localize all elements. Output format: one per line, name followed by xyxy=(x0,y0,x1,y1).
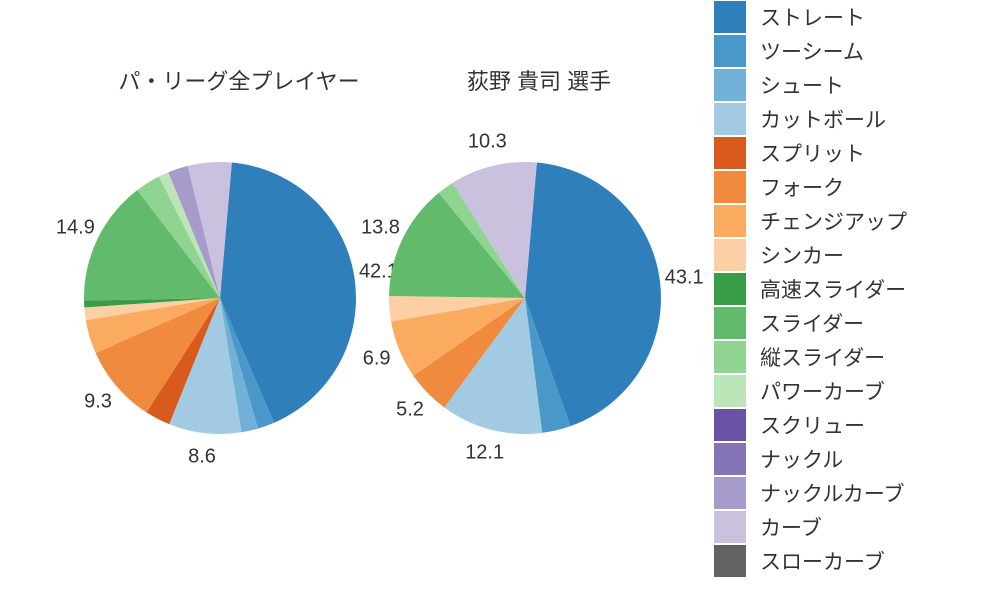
legend-label: フォーク xyxy=(760,172,844,202)
legend-swatch xyxy=(714,205,746,237)
legend-item: チェンジアップ xyxy=(714,204,994,238)
legend-label: ナックルカーブ xyxy=(760,478,904,508)
legend-label: スプリット xyxy=(760,138,865,168)
legend-item: 縦スライダー xyxy=(714,340,994,374)
legend-swatch xyxy=(714,443,746,475)
legend-label: スローカーブ xyxy=(760,546,885,576)
slice-label: 5.2 xyxy=(396,398,424,421)
legend-label: パワーカーブ xyxy=(760,376,885,406)
legend-swatch xyxy=(714,477,746,509)
legend-swatch xyxy=(714,171,746,203)
slice-label: 12.1 xyxy=(465,442,504,465)
legend-item: スローカーブ xyxy=(714,544,994,578)
legend-swatch xyxy=(714,103,746,135)
legend-swatch xyxy=(714,341,746,373)
legend-swatch xyxy=(714,375,746,407)
legend-label: 高速スライダー xyxy=(760,274,906,304)
legend-label: ストレート xyxy=(760,2,865,32)
legend-label: ツーシーム xyxy=(760,36,864,66)
legend-swatch xyxy=(714,239,746,271)
legend-item: ツーシーム xyxy=(714,34,994,68)
legend-swatch xyxy=(714,273,746,305)
legend-label: スライダー xyxy=(760,308,864,338)
legend-item: スライダー xyxy=(714,306,994,340)
legend-item: カットボール xyxy=(714,102,994,136)
legend-swatch xyxy=(714,1,746,33)
legend-swatch xyxy=(714,545,746,577)
legend-item: 高速スライダー xyxy=(714,272,994,306)
chart-stage: パ・リーグ全プレイヤー 42.18.69.314.9 荻野 貴司 選手 43.1… xyxy=(0,0,1000,600)
slice-label: 43.1 xyxy=(665,266,704,289)
legend-swatch xyxy=(714,35,746,67)
slice-label: 13.8 xyxy=(361,217,400,240)
legend-swatch xyxy=(714,137,746,169)
legend: ストレートツーシームシュートカットボールスプリットフォークチェンジアップシンカー… xyxy=(714,0,994,578)
slice-label: 6.9 xyxy=(363,348,391,371)
legend-item: ナックルカーブ xyxy=(714,476,994,510)
legend-label: ナックル xyxy=(760,444,843,474)
legend-label: カットボール xyxy=(760,104,886,134)
legend-item: ナックル xyxy=(714,442,994,476)
legend-label: 縦スライダー xyxy=(760,342,885,372)
legend-item: シュート xyxy=(714,68,994,102)
legend-swatch xyxy=(714,307,746,339)
legend-item: スプリット xyxy=(714,136,994,170)
legend-item: ストレート xyxy=(714,0,994,34)
legend-item: フォーク xyxy=(714,170,994,204)
legend-item: カーブ xyxy=(714,510,994,544)
legend-label: スクリュー xyxy=(760,410,865,440)
legend-label: シュート xyxy=(760,70,844,100)
legend-swatch xyxy=(714,69,746,101)
legend-swatch xyxy=(714,511,746,543)
legend-item: パワーカーブ xyxy=(714,374,994,408)
legend-label: シンカー xyxy=(760,240,844,270)
legend-label: カーブ xyxy=(760,512,822,542)
legend-label: チェンジアップ xyxy=(760,206,907,236)
slice-label: 10.3 xyxy=(468,131,507,154)
legend-item: シンカー xyxy=(714,238,994,272)
legend-swatch xyxy=(714,409,746,441)
legend-item: スクリュー xyxy=(714,408,994,442)
